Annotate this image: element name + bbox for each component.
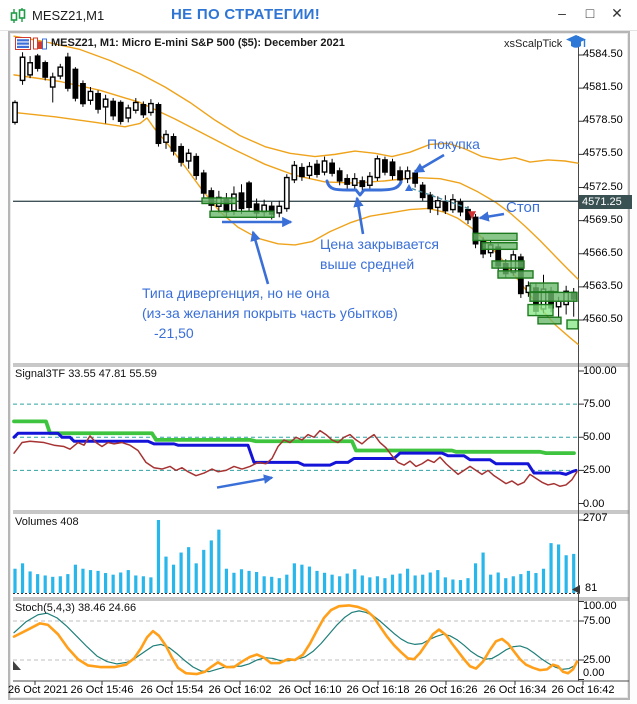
signal-indicator-label: Signal3TF 33.55 47.81 55.59 <box>15 368 157 380</box>
app-candles-icon <box>9 7 27 30</box>
time-axis-label: 26 Oct 16:42 <box>551 684 615 696</box>
time-axis-label: 26 Oct 15:54 <box>140 684 204 696</box>
time-axis-label: 26 Oct 16:02 <box>208 684 272 696</box>
price-axis-label: 4572.50 <box>583 180 623 193</box>
maximize-button[interactable]: □ <box>585 5 595 21</box>
minimize-button[interactable]: – <box>558 5 566 21</box>
price-axis-label: 4569.50 <box>583 213 623 226</box>
price-axis-label: 4584.50 <box>583 48 623 60</box>
title-bar: MESZ21,M1 НЕ ПО СТРАТЕГИИ! – □ ✕ <box>0 0 637 31</box>
buy-annotation-label: Покупка <box>427 136 480 152</box>
note-close-above-line1: Цена закрывается <box>320 236 439 252</box>
stoch-indicator-label: Stoch(5,4,3) 38.46 24.66 <box>15 602 137 614</box>
price-axis-label: 4563.50 <box>583 279 623 292</box>
time-axis-label: 26 Oct 2021 <box>8 684 68 696</box>
stoch-axis-label: 75.00 <box>583 615 611 627</box>
price-axis-label: 4578.50 <box>583 114 623 127</box>
stoch-axis-label: 100.00 <box>583 600 617 612</box>
stoch-axis-label: 25.00 <box>583 654 611 666</box>
note-divergence-line1: Типа дивергенция, но не она <box>142 285 330 301</box>
time-axis-label: 26 Oct 16:26 <box>414 684 478 696</box>
stoch-axis-label: 0.00 <box>583 667 605 679</box>
chart-type-icon[interactable] <box>33 37 47 55</box>
symbol-description: MESZ21, M1: Micro E-mini S&P 500 ($5): D… <box>51 37 345 49</box>
volume-max-label: 2707 <box>583 512 608 524</box>
time-axis-label: 26 Oct 15:46 <box>70 684 134 696</box>
signal-axis-label: 50.00 <box>583 431 611 444</box>
time-axis-label: 26 Oct 16:34 <box>483 684 547 696</box>
signal-axis-label: 25.00 <box>583 464 611 477</box>
volume-min-label: 81 <box>585 582 598 594</box>
time-axis-label: 26 Oct 16:10 <box>278 684 342 696</box>
close-button[interactable]: ✕ <box>611 5 623 21</box>
stop-annotation-label: Стоп <box>506 199 540 216</box>
price-axis-label: 4581.50 <box>583 81 623 94</box>
signal-axis-label: 75.00 <box>583 398 611 411</box>
window-title: MESZ21,M1 <box>32 8 105 23</box>
note-close-above-line2: выше средней <box>320 256 415 272</box>
price-axis-label: 4566.50 <box>583 246 623 259</box>
note-divergence-line3: -21,50 <box>154 325 194 341</box>
price-axis-label: 4560.50 <box>583 313 623 325</box>
note-divergence-line2: (из-за желания покрыть часть убытков) <box>142 305 398 321</box>
price-axis-label: 4575.50 <box>583 147 623 160</box>
time-axis-label: 26 Oct 16:18 <box>346 684 410 696</box>
volumes-indicator-label: Volumes 408 <box>15 516 79 528</box>
scalp-cap-icon <box>566 35 586 56</box>
periods-icon[interactable] <box>15 37 31 55</box>
signal-axis-label: 100.00 <box>583 365 617 377</box>
strategy-banner: НЕ ПО СТРАТЕГИИ! <box>171 6 321 23</box>
watermark-label: xsScalpTick <box>504 38 563 50</box>
signal-axis-label: 0.00 <box>583 497 605 510</box>
chart-window <box>8 31 630 700</box>
current-price-tag: 4571.25 <box>579 195 632 209</box>
